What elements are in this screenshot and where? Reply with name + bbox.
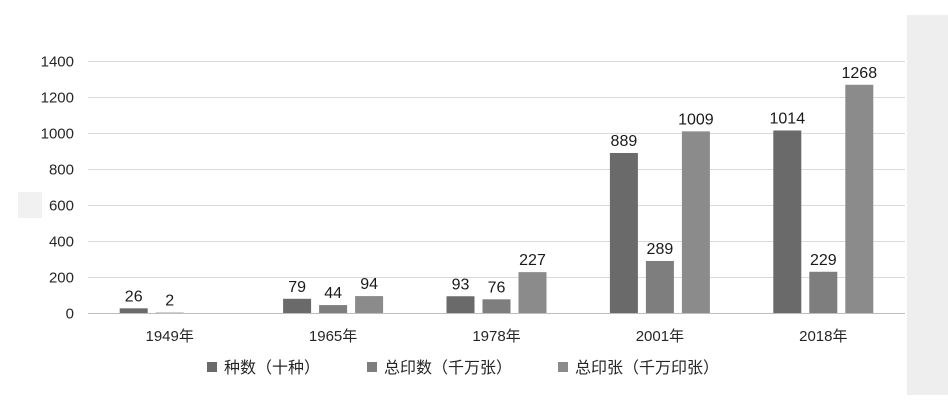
x-tick-label: 1978年 — [472, 328, 520, 345]
legend-label: 种数（十种） — [224, 359, 320, 377]
bar-series-2-1 — [355, 296, 384, 313]
bar-series-1-3 — [645, 260, 674, 313]
data-label: 93 — [452, 276, 470, 293]
bar-series-1-1 — [319, 305, 348, 313]
data-label: 1009 — [678, 111, 714, 128]
bar-series-1-2 — [482, 299, 511, 313]
data-label: 289 — [647, 241, 674, 258]
data-labels: 26 2 79 44 94 93 76 227 889 289 1009 1014 229 1268 — [125, 65, 877, 310]
data-label: 227 — [519, 252, 546, 269]
data-label: 229 — [810, 252, 837, 269]
data-label: 1014 — [770, 110, 806, 127]
legend-swatch — [367, 362, 377, 372]
x-tick-label: 2018年 — [799, 328, 847, 345]
data-label: 2 — [165, 293, 174, 310]
legend-item: 总印张（千万印张） — [558, 359, 719, 377]
bar-series-0-4 — [773, 130, 802, 313]
y-tick-label: 600 — [49, 198, 74, 215]
legend-item: 总印数（千万张） — [367, 359, 512, 377]
legend-label: 总印张（千万印张） — [575, 359, 719, 377]
y-tick-label: 0 — [66, 306, 74, 323]
x-axis: 1949年 1965年 1978年 2001年 2018年 — [146, 328, 848, 345]
bar-series-0-1 — [283, 298, 312, 313]
bar-series-2-3 — [681, 131, 710, 313]
legend-label: 总印数（千万张） — [384, 359, 512, 377]
bar-series-0-2 — [446, 296, 475, 313]
gridlines — [88, 61, 905, 314]
x-tick-label: 1965年 — [309, 328, 357, 345]
legend-swatch — [207, 362, 217, 372]
side-panel — [907, 15, 948, 395]
legend-item: 种数（十种） — [207, 359, 320, 377]
bar-series-2-2 — [518, 272, 547, 313]
bar-series-0-0 — [119, 308, 148, 313]
y-tick-label: 1000 — [41, 126, 74, 143]
legend-swatch — [558, 362, 568, 372]
y-tick-label: 800 — [49, 162, 74, 179]
x-tick-label: 1949年 — [146, 328, 194, 345]
data-label: 79 — [288, 279, 306, 296]
bars — [119, 84, 874, 313]
x-tick-label: 2001年 — [636, 328, 684, 345]
data-label: 1268 — [842, 65, 878, 82]
y-tick-label: 400 — [49, 234, 74, 251]
data-label: 44 — [324, 285, 342, 302]
bar-series-1-4 — [809, 271, 838, 313]
legend: 种数（十种） 总印数（千万张） 总印张（千万印张） — [207, 359, 719, 377]
scan-patch — [18, 192, 42, 218]
bar-series-2-4 — [845, 84, 874, 313]
data-label: 889 — [611, 133, 638, 150]
y-tick-label: 1200 — [41, 90, 74, 107]
bar-series-0-3 — [609, 152, 638, 313]
y-tick-label: 200 — [49, 270, 74, 287]
data-label: 26 — [125, 288, 143, 305]
y-tick-label: 1400 — [41, 54, 74, 71]
data-label: 76 — [488, 279, 506, 296]
data-label: 94 — [360, 276, 378, 293]
y-axis: 0 200 400 600 800 1000 1200 1400 — [41, 54, 74, 323]
